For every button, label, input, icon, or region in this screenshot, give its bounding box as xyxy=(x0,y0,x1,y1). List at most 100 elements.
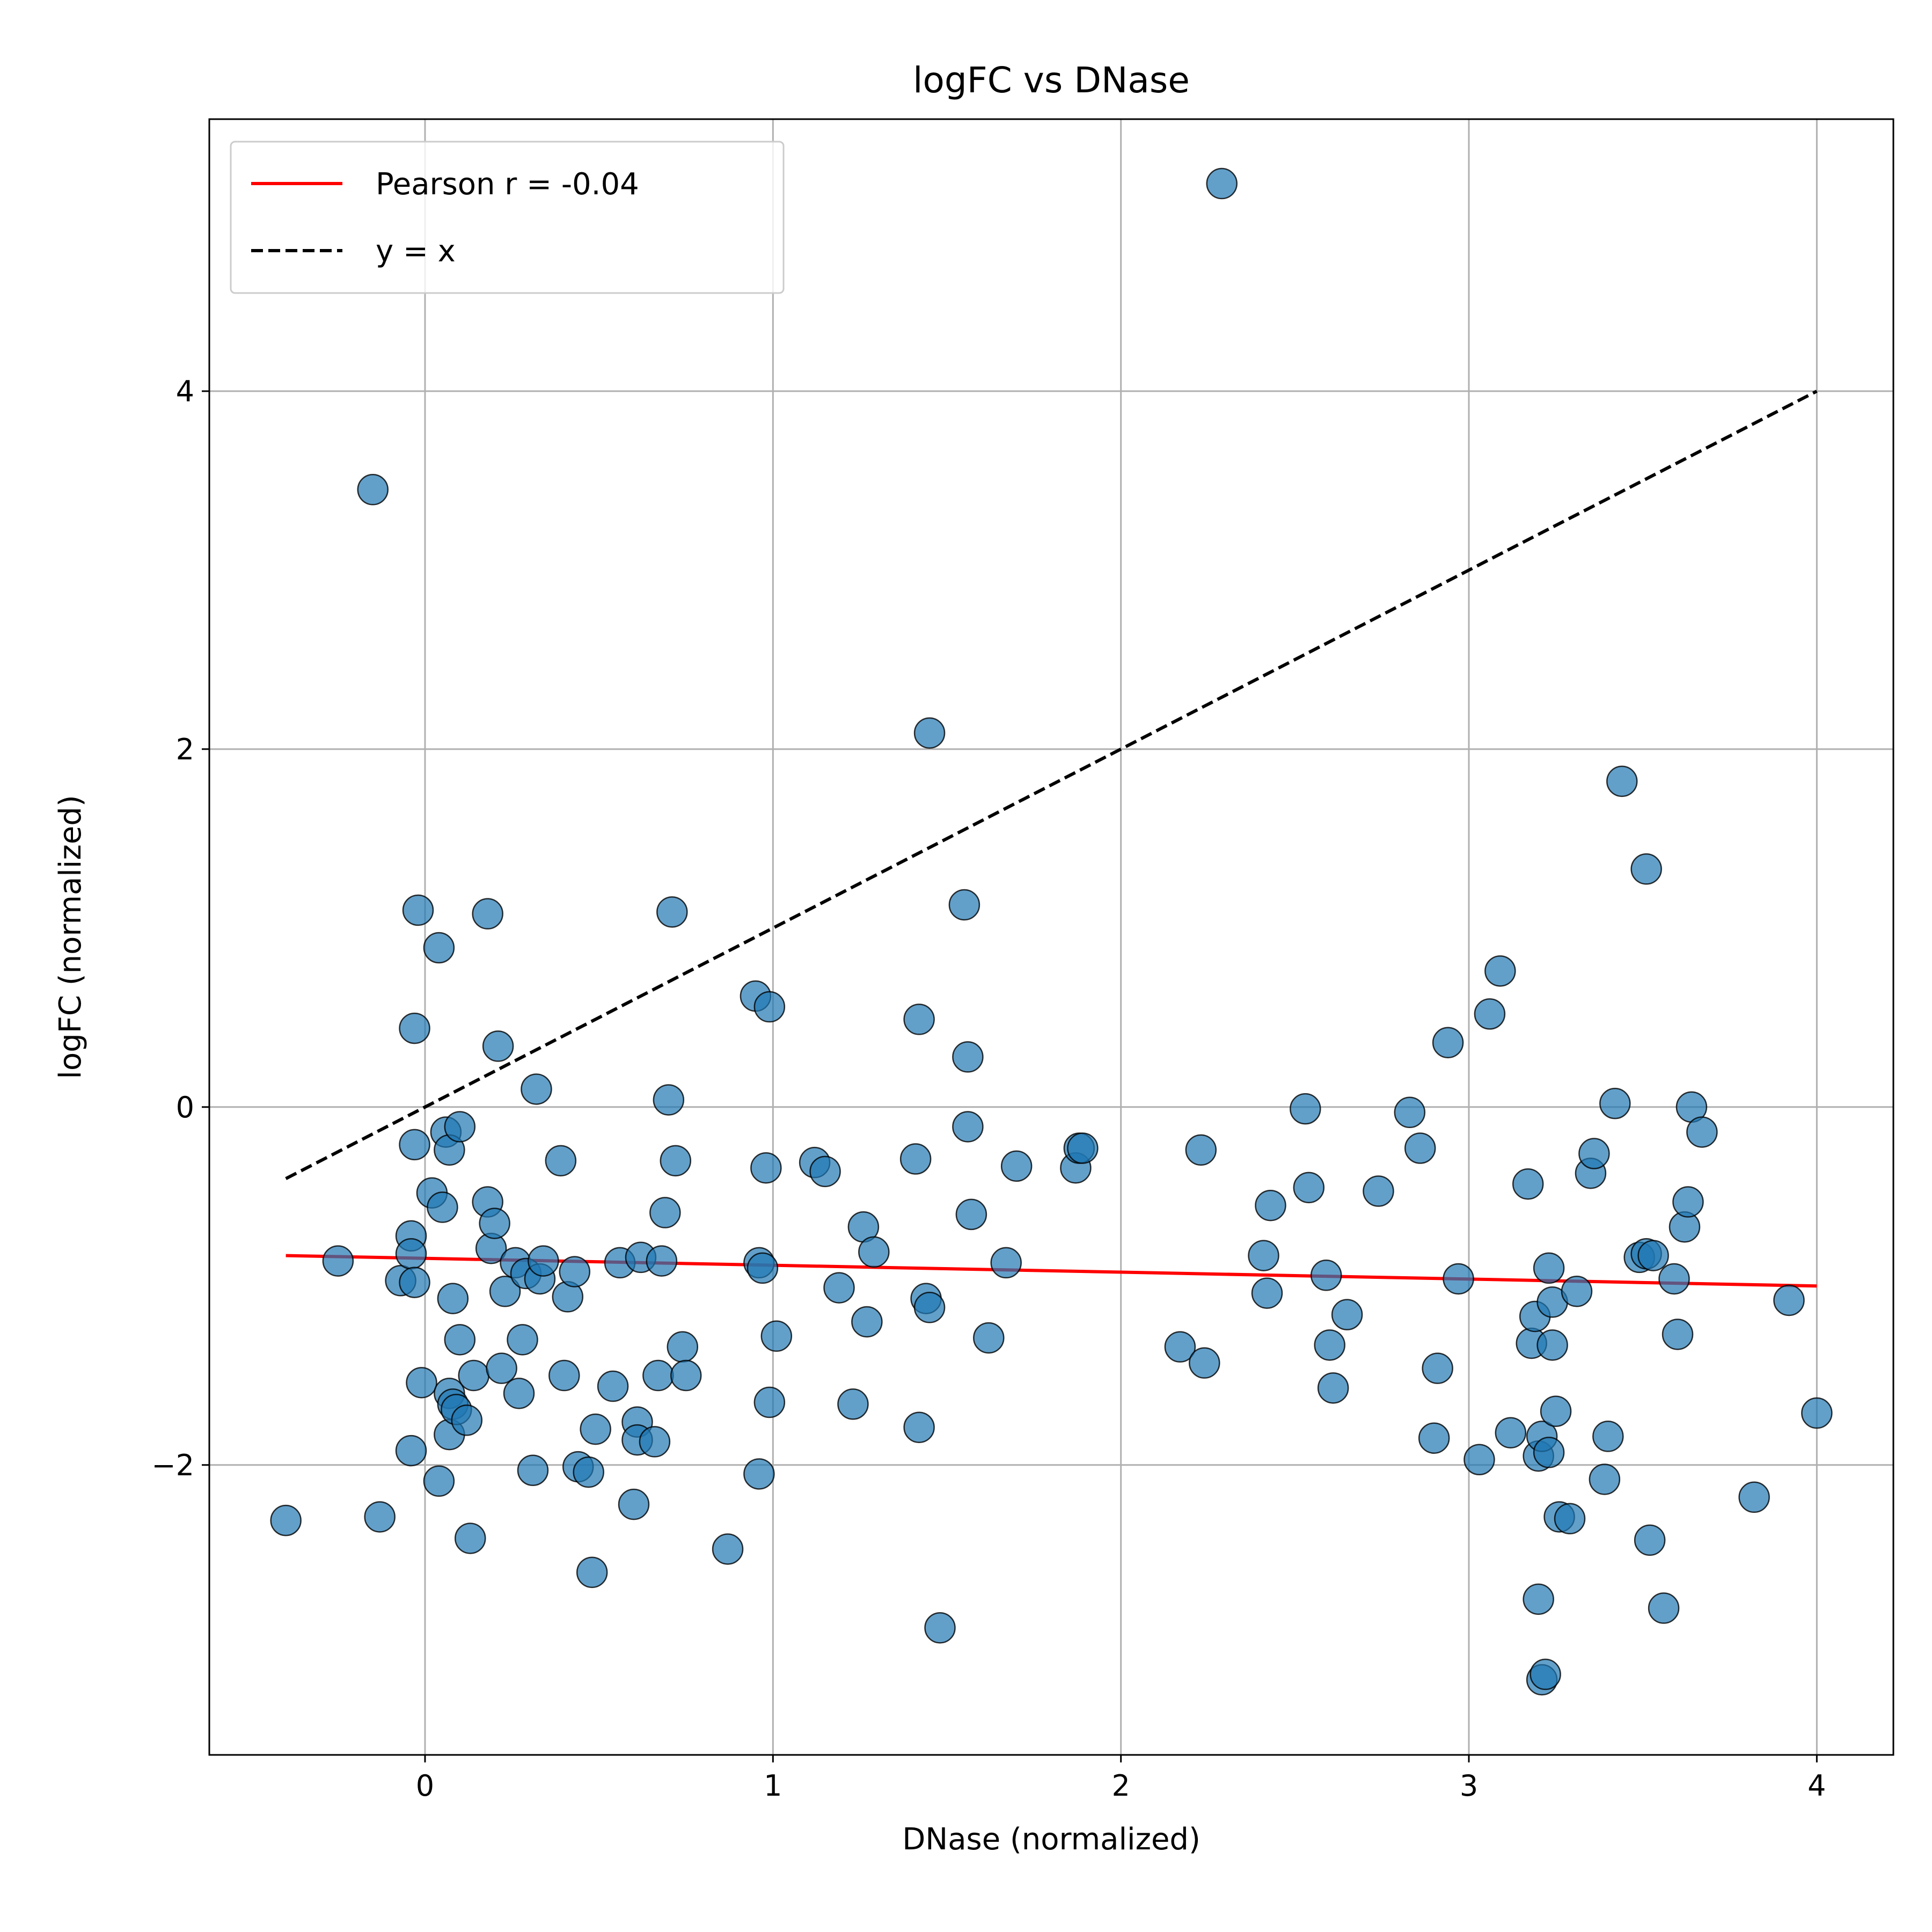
data-point xyxy=(1255,1189,1286,1221)
data-point xyxy=(1495,1417,1527,1448)
legend-label-fit: Pearson r = -0.04 xyxy=(376,167,639,202)
data-point xyxy=(503,1378,535,1409)
x-axis-label: DNase (normalized) xyxy=(902,1822,1201,1857)
data-point xyxy=(1422,1352,1453,1384)
data-point xyxy=(1637,1240,1669,1271)
data-point xyxy=(1738,1481,1770,1513)
data-point xyxy=(399,1267,430,1298)
data-point xyxy=(1589,1463,1621,1495)
x-tick-label: 1 xyxy=(764,1769,782,1803)
data-point xyxy=(444,1324,476,1356)
data-point xyxy=(548,1359,580,1392)
data-point xyxy=(1314,1329,1345,1361)
data-point xyxy=(395,1435,427,1467)
data-point xyxy=(528,1245,559,1277)
plot-frame xyxy=(208,118,1894,1756)
data-point xyxy=(639,1426,671,1458)
data-point xyxy=(423,1465,455,1497)
data-point xyxy=(573,1456,604,1488)
x-tick-label: 4 xyxy=(1807,1769,1826,1803)
data-points xyxy=(270,167,1833,1696)
data-point xyxy=(973,1322,1005,1354)
data-point xyxy=(903,1004,935,1035)
x-tick-label: 0 xyxy=(416,1769,434,1803)
data-point xyxy=(444,1111,476,1143)
data-point xyxy=(521,1073,552,1105)
data-point xyxy=(479,1208,510,1239)
data-point xyxy=(747,1252,779,1284)
data-point xyxy=(1432,1027,1464,1059)
data-point xyxy=(1658,1263,1690,1295)
data-point xyxy=(952,1041,984,1073)
data-point xyxy=(364,1501,396,1533)
data-point xyxy=(1317,1372,1349,1404)
axis-ticks: 0 1 2 3 4 −2 0 2 4 xyxy=(151,375,1826,1803)
data-point xyxy=(1206,167,1238,200)
data-point xyxy=(399,1012,430,1044)
data-point xyxy=(1474,998,1506,1030)
data-point xyxy=(952,1111,984,1143)
data-point xyxy=(837,1388,869,1420)
data-point xyxy=(1164,1331,1196,1363)
legend-box xyxy=(230,141,785,294)
data-point xyxy=(472,898,503,930)
data-point xyxy=(1463,1444,1495,1476)
data-point xyxy=(990,1247,1022,1279)
data-point xyxy=(913,717,946,749)
data-point xyxy=(1293,1172,1325,1204)
data-point xyxy=(653,1084,685,1116)
data-point xyxy=(1648,1592,1680,1624)
data-point xyxy=(1529,1658,1561,1690)
data-point xyxy=(451,1404,483,1436)
data-point xyxy=(545,1145,577,1177)
data-point xyxy=(1189,1347,1220,1379)
data-point xyxy=(1404,1132,1436,1164)
data-point xyxy=(649,1197,681,1228)
legend-label-identity: y = x xyxy=(376,234,456,269)
identity-line xyxy=(285,390,1818,1180)
data-point xyxy=(399,1129,430,1161)
data-point xyxy=(1801,1397,1833,1429)
data-point xyxy=(437,1283,469,1314)
data-point xyxy=(458,1359,489,1392)
data-point xyxy=(395,1238,427,1270)
data-point xyxy=(809,1155,841,1188)
data-point xyxy=(517,1454,549,1487)
x-tick-label: 2 xyxy=(1111,1769,1130,1803)
data-point xyxy=(270,1504,302,1536)
data-point xyxy=(1634,1524,1666,1556)
x-tick-label: 3 xyxy=(1460,1769,1478,1803)
data-point xyxy=(1606,765,1638,797)
y-axis-label: logFC (normalized) xyxy=(53,795,88,1079)
data-point xyxy=(712,1533,744,1565)
y-tick-label: 4 xyxy=(176,375,194,408)
data-point xyxy=(1536,1329,1568,1361)
data-point xyxy=(357,474,389,506)
chart-title: logFC vs DNase xyxy=(913,60,1190,101)
data-point xyxy=(1248,1240,1279,1271)
data-point xyxy=(1394,1096,1426,1129)
data-point xyxy=(899,1143,932,1175)
data-point xyxy=(1630,853,1662,885)
data-point xyxy=(1418,1422,1450,1454)
data-point xyxy=(1533,1252,1565,1284)
data-point xyxy=(660,1145,692,1177)
data-point xyxy=(1592,1421,1624,1452)
data-point xyxy=(750,1152,782,1184)
data-point xyxy=(559,1256,591,1287)
data-point xyxy=(489,1276,521,1307)
data-point xyxy=(580,1413,611,1445)
data-point xyxy=(1533,1437,1565,1468)
data-point xyxy=(1251,1277,1283,1309)
y-tick-label: 0 xyxy=(176,1091,194,1124)
data-point xyxy=(851,1306,883,1338)
data-point xyxy=(1561,1276,1593,1307)
data-point xyxy=(597,1370,629,1402)
data-point xyxy=(507,1324,538,1356)
data-point xyxy=(402,894,434,926)
data-point xyxy=(753,1386,786,1418)
data-point xyxy=(322,1245,354,1277)
data-point xyxy=(1067,1132,1099,1164)
